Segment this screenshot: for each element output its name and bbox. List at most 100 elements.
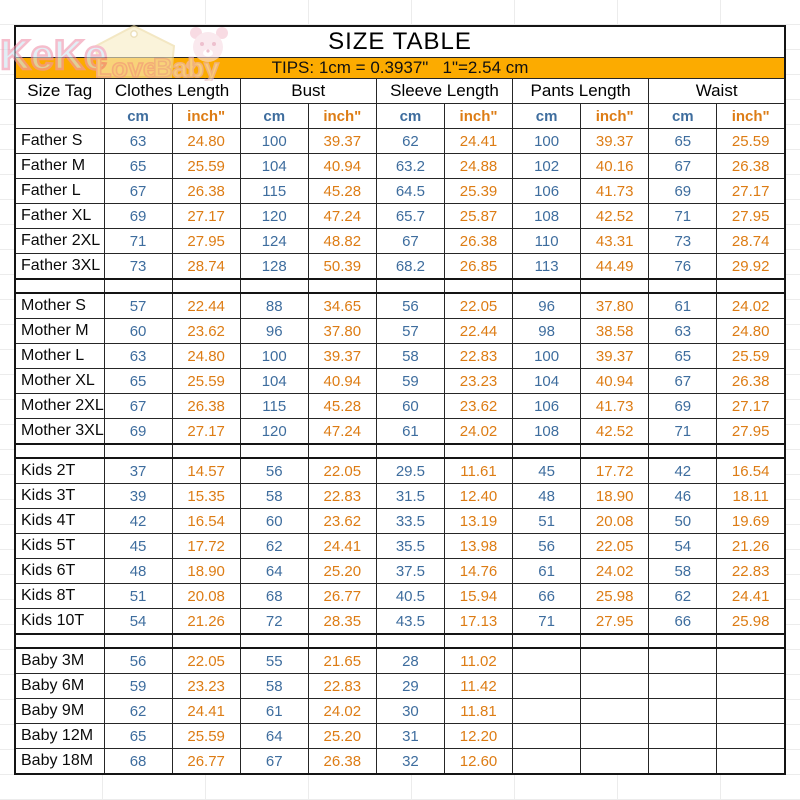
- unit-header-empty: [14, 103, 105, 129]
- cm-value-cell: 124: [239, 228, 309, 254]
- table-row: Father 2XL 71 27.95 124 48.82 67 26.38 1…: [14, 228, 786, 254]
- cm-value-cell: 69: [648, 393, 718, 419]
- table-row: Mother L 63 24.80 100 39.37 58 22.83 100…: [14, 343, 786, 369]
- inch-value-cell: 13.19: [443, 508, 514, 534]
- size-tag-cell: Kids 6T: [14, 558, 105, 584]
- unit-header-inch: inch": [307, 103, 377, 129]
- table-row: Mother 3XL 69 27.17 120 47.24 61 24.02 1…: [14, 418, 786, 445]
- inch-value-cell: 22.05: [307, 457, 377, 484]
- cm-value-cell: 100: [239, 128, 309, 154]
- column-header-clothes-length: Clothes Length: [103, 78, 241, 104]
- cm-value-cell: 69: [103, 418, 173, 445]
- group-spacer-row: [14, 443, 786, 459]
- cm-value-cell: 69: [103, 203, 173, 229]
- unit-header-cm: cm: [239, 103, 309, 129]
- inch-value-cell: 23.23: [171, 673, 241, 699]
- cm-value-cell: 56: [512, 533, 582, 559]
- cm-value-cell: [512, 673, 582, 699]
- inch-value-cell: 27.95: [171, 228, 241, 254]
- unit-header-inch: inch": [443, 103, 514, 129]
- cm-value-cell: 45: [103, 533, 173, 559]
- inch-value-cell: 25.59: [716, 128, 786, 154]
- inch-value-cell: 22.05: [171, 647, 241, 674]
- cm-value-cell: 64: [239, 723, 309, 749]
- inch-value-cell: 40.94: [580, 368, 650, 394]
- inch-value-cell: 16.54: [171, 508, 241, 534]
- inch-value-cell: 38.58: [580, 318, 650, 344]
- tips-banner: TIPS: 1cm = 0.3937" 1"=2.54 cm: [14, 57, 786, 79]
- inch-value-cell: [716, 647, 786, 674]
- inch-value-cell: 21.26: [171, 608, 241, 635]
- inch-value-cell: 11.02: [443, 647, 514, 674]
- tips-row: TIPS: 1cm = 0.3937" 1"=2.54 cm: [14, 57, 786, 79]
- table-row: Baby 12M 65 25.59 64 25.20 31 12.20: [14, 723, 786, 749]
- cm-value-cell: 104: [239, 368, 309, 394]
- cm-value-cell: 29: [375, 673, 445, 699]
- inch-value-cell: 25.59: [171, 368, 241, 394]
- inch-value-cell: 22.83: [307, 673, 377, 699]
- cm-value-cell: 37: [103, 457, 173, 484]
- inch-value-cell: 25.20: [307, 558, 377, 584]
- cm-value-cell: 65: [648, 343, 718, 369]
- cm-value-cell: 66: [648, 608, 718, 635]
- cm-value-cell: 71: [103, 228, 173, 254]
- size-tag-cell: Baby 12M: [14, 723, 105, 749]
- cm-value-cell: 42: [103, 508, 173, 534]
- cm-value-cell: 100: [239, 343, 309, 369]
- cm-value-cell: 61: [375, 418, 445, 445]
- cm-value-cell: [512, 647, 582, 674]
- inch-value-cell: [580, 673, 650, 699]
- cm-value-cell: 64: [239, 558, 309, 584]
- cm-value-cell: [648, 698, 718, 724]
- unit-header-inch: inch": [716, 103, 786, 129]
- table-row: Kids 5T 45 17.72 62 24.41 35.5 13.98 56 …: [14, 533, 786, 559]
- inch-value-cell: 40.16: [580, 153, 650, 179]
- inch-value-cell: 27.17: [171, 418, 241, 445]
- inch-value-cell: 22.83: [307, 483, 377, 509]
- size-tag-cell: Mother XL: [14, 368, 105, 394]
- column-header-waist: Waist: [648, 78, 786, 104]
- inch-value-cell: 27.95: [716, 418, 786, 445]
- page-title: SIZE TABLE: [14, 25, 786, 58]
- cm-value-cell: 73: [103, 253, 173, 280]
- inch-value-cell: 40.94: [307, 153, 377, 179]
- cm-value-cell: 67: [648, 153, 718, 179]
- inch-value-cell: 24.80: [171, 343, 241, 369]
- inch-value-cell: 48.82: [307, 228, 377, 254]
- cm-value-cell: 58: [239, 673, 309, 699]
- cm-value-cell: 108: [512, 203, 582, 229]
- inch-value-cell: 28.74: [171, 253, 241, 280]
- table-row: Baby 9M 62 24.41 61 24.02 30 11.81: [14, 698, 786, 724]
- inch-value-cell: 22.83: [716, 558, 786, 584]
- cm-value-cell: 59: [375, 368, 445, 394]
- inch-value-cell: 28.35: [307, 608, 377, 635]
- cm-value-cell: 54: [648, 533, 718, 559]
- size-tag-cell: Father M: [14, 153, 105, 179]
- cm-value-cell: 61: [648, 292, 718, 319]
- inch-value-cell: 25.98: [580, 583, 650, 609]
- cm-value-cell: 39: [103, 483, 173, 509]
- cm-value-cell: 31.5: [375, 483, 445, 509]
- size-tag-cell: Mother S: [14, 292, 105, 319]
- size-tag-cell: Kids 5T: [14, 533, 105, 559]
- inch-value-cell: 26.38: [171, 393, 241, 419]
- table-row: Baby 18M 68 26.77 67 26.38 32 12.60: [14, 748, 786, 775]
- inch-value-cell: 22.44: [443, 318, 514, 344]
- cm-value-cell: 71: [648, 203, 718, 229]
- cm-value-cell: 56: [103, 647, 173, 674]
- size-tag-cell: Kids 4T: [14, 508, 105, 534]
- size-tag-cell: Mother L: [14, 343, 105, 369]
- cm-value-cell: 48: [512, 483, 582, 509]
- table-row: Father XL 69 27.17 120 47.24 65.7 25.87 …: [14, 203, 786, 229]
- cm-value-cell: 65: [103, 368, 173, 394]
- table-row: Kids 2T 37 14.57 56 22.05 29.5 11.61 45 …: [14, 457, 786, 484]
- cm-value-cell: 65: [103, 723, 173, 749]
- cm-value-cell: 106: [512, 393, 582, 419]
- cm-value-cell: 61: [239, 698, 309, 724]
- cm-value-cell: 56: [239, 457, 309, 484]
- cm-value-cell: [512, 723, 582, 749]
- cm-value-cell: 96: [512, 292, 582, 319]
- column-header-row: Size Tag Clothes Length Bust Sleeve Leng…: [14, 78, 786, 104]
- cm-value-cell: 68: [239, 583, 309, 609]
- group-spacer-row: [14, 633, 786, 649]
